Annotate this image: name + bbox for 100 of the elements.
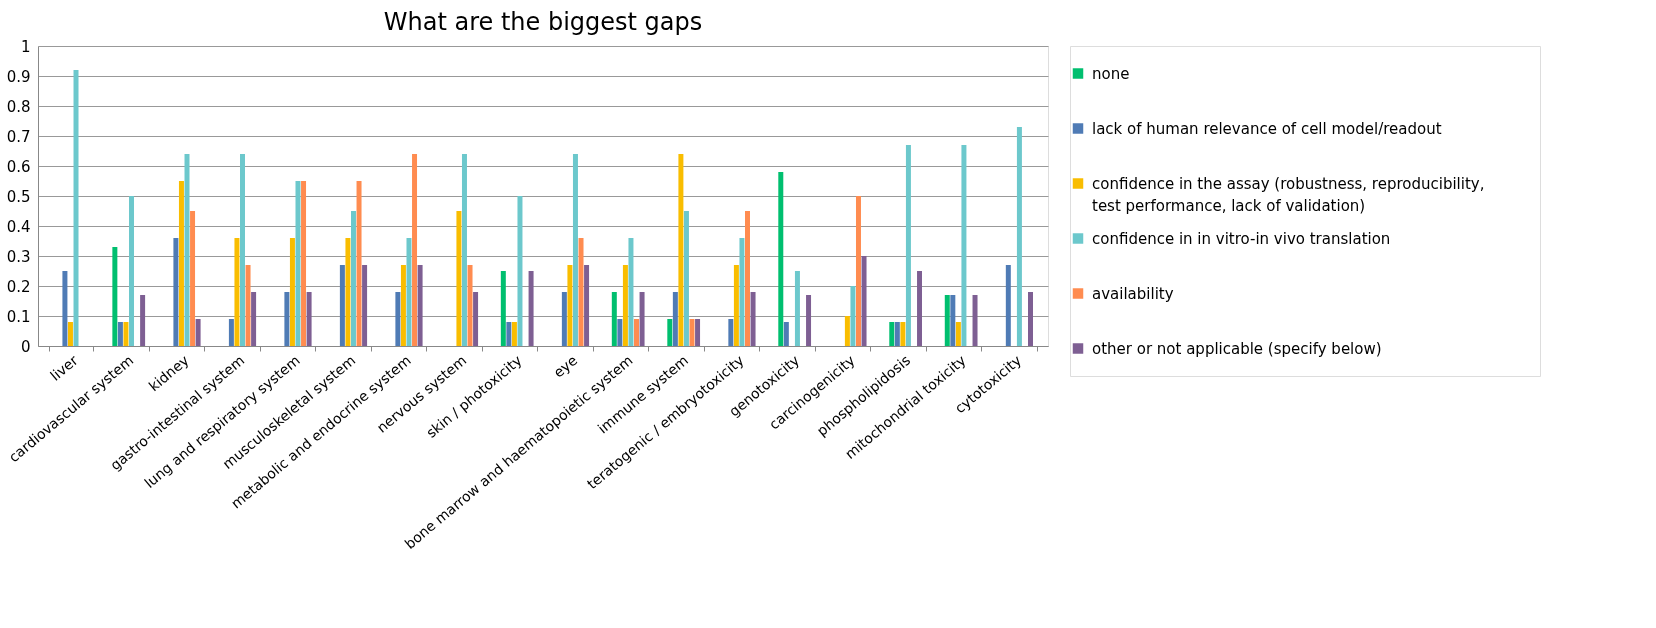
bar (683, 211, 689, 346)
bar (961, 145, 967, 346)
bar (301, 181, 307, 346)
bar (634, 319, 640, 346)
bar (1028, 292, 1034, 346)
bar (251, 292, 257, 346)
legend-label: other or not applicable (specify below) (1092, 339, 1382, 358)
bar (617, 319, 623, 346)
bar (306, 292, 312, 346)
bar (345, 238, 351, 346)
bar (228, 319, 234, 346)
bar (944, 295, 950, 346)
bar (356, 181, 362, 346)
bar (500, 271, 506, 346)
bar (117, 322, 123, 346)
bar (140, 295, 146, 346)
bar (905, 145, 911, 346)
bar (572, 154, 578, 346)
bar (362, 265, 368, 346)
bar (506, 322, 512, 346)
bar (129, 196, 135, 346)
bar (584, 265, 590, 346)
bar (894, 322, 900, 346)
y-tick-label: 0.8 (6, 97, 31, 116)
y-tick-label: 0.7 (6, 127, 31, 146)
bar (861, 256, 867, 346)
bar (456, 211, 462, 346)
bar (511, 322, 517, 346)
chart-title: What are the biggest gaps (383, 8, 703, 36)
bar (295, 181, 301, 346)
bar (695, 319, 701, 346)
bar (1016, 127, 1022, 346)
bar (412, 154, 418, 346)
y-tick-label: 0.2 (6, 277, 31, 296)
legend-label: confidence in in vitro-in vivo translation (1092, 229, 1391, 248)
bar (195, 319, 201, 346)
bar (62, 271, 68, 346)
legend-label: none (1092, 64, 1130, 83)
bar (184, 154, 190, 346)
bar (112, 247, 118, 346)
bar (473, 292, 479, 346)
y-tick-label: 1 (20, 37, 31, 56)
bar (234, 238, 240, 346)
bar (950, 295, 956, 346)
bar (417, 265, 423, 346)
bar (972, 295, 978, 346)
bar (173, 238, 179, 346)
y-tick-label: 0.9 (6, 67, 31, 86)
bar (689, 319, 695, 346)
bar (750, 292, 756, 346)
bar (561, 292, 567, 346)
bar (628, 238, 634, 346)
bar (517, 196, 523, 346)
bar (855, 196, 861, 346)
bar (739, 238, 745, 346)
legend-label: lack of human relevance of cell model/readout (1092, 119, 1442, 138)
bar (400, 265, 406, 346)
bar (578, 238, 584, 346)
bar (889, 322, 895, 346)
bar (406, 238, 412, 346)
bar (467, 265, 473, 346)
bar (955, 322, 961, 346)
bar (850, 286, 856, 346)
y-tick-label: 0.4 (6, 217, 31, 236)
bar (639, 292, 645, 346)
bar (395, 292, 401, 346)
bar (611, 292, 617, 346)
y-tick-label: 0.5 (6, 187, 31, 206)
bar (289, 238, 295, 346)
bar (123, 322, 129, 346)
bar (844, 316, 850, 346)
bar (917, 271, 923, 346)
bar (678, 154, 684, 346)
bar (190, 211, 196, 346)
bar (783, 322, 789, 346)
bar (1005, 265, 1011, 346)
legend-label: confidence in the assay (robustness, reproducibility, test performance, lack of validation) (1092, 174, 1485, 215)
bar (67, 322, 73, 346)
bar (461, 154, 467, 346)
bar (728, 319, 734, 346)
bar (178, 181, 184, 346)
bar (900, 322, 906, 346)
y-tick-label: 0.6 (6, 157, 31, 176)
bar (745, 211, 750, 346)
y-tick-label: 0.1 (6, 307, 31, 326)
bar (672, 292, 678, 346)
bar (284, 292, 290, 346)
y-tick-label: 0 (20, 337, 31, 356)
legend-label: availability (1092, 284, 1174, 303)
bar (350, 211, 356, 346)
bar (73, 70, 79, 346)
bar (339, 265, 345, 346)
bar (667, 319, 673, 346)
bar (622, 265, 628, 346)
x-tick-label: eye (550, 351, 581, 381)
bar (240, 154, 245, 346)
bar (245, 265, 251, 346)
bar (567, 265, 573, 346)
bar (733, 265, 739, 346)
bar (528, 271, 534, 346)
